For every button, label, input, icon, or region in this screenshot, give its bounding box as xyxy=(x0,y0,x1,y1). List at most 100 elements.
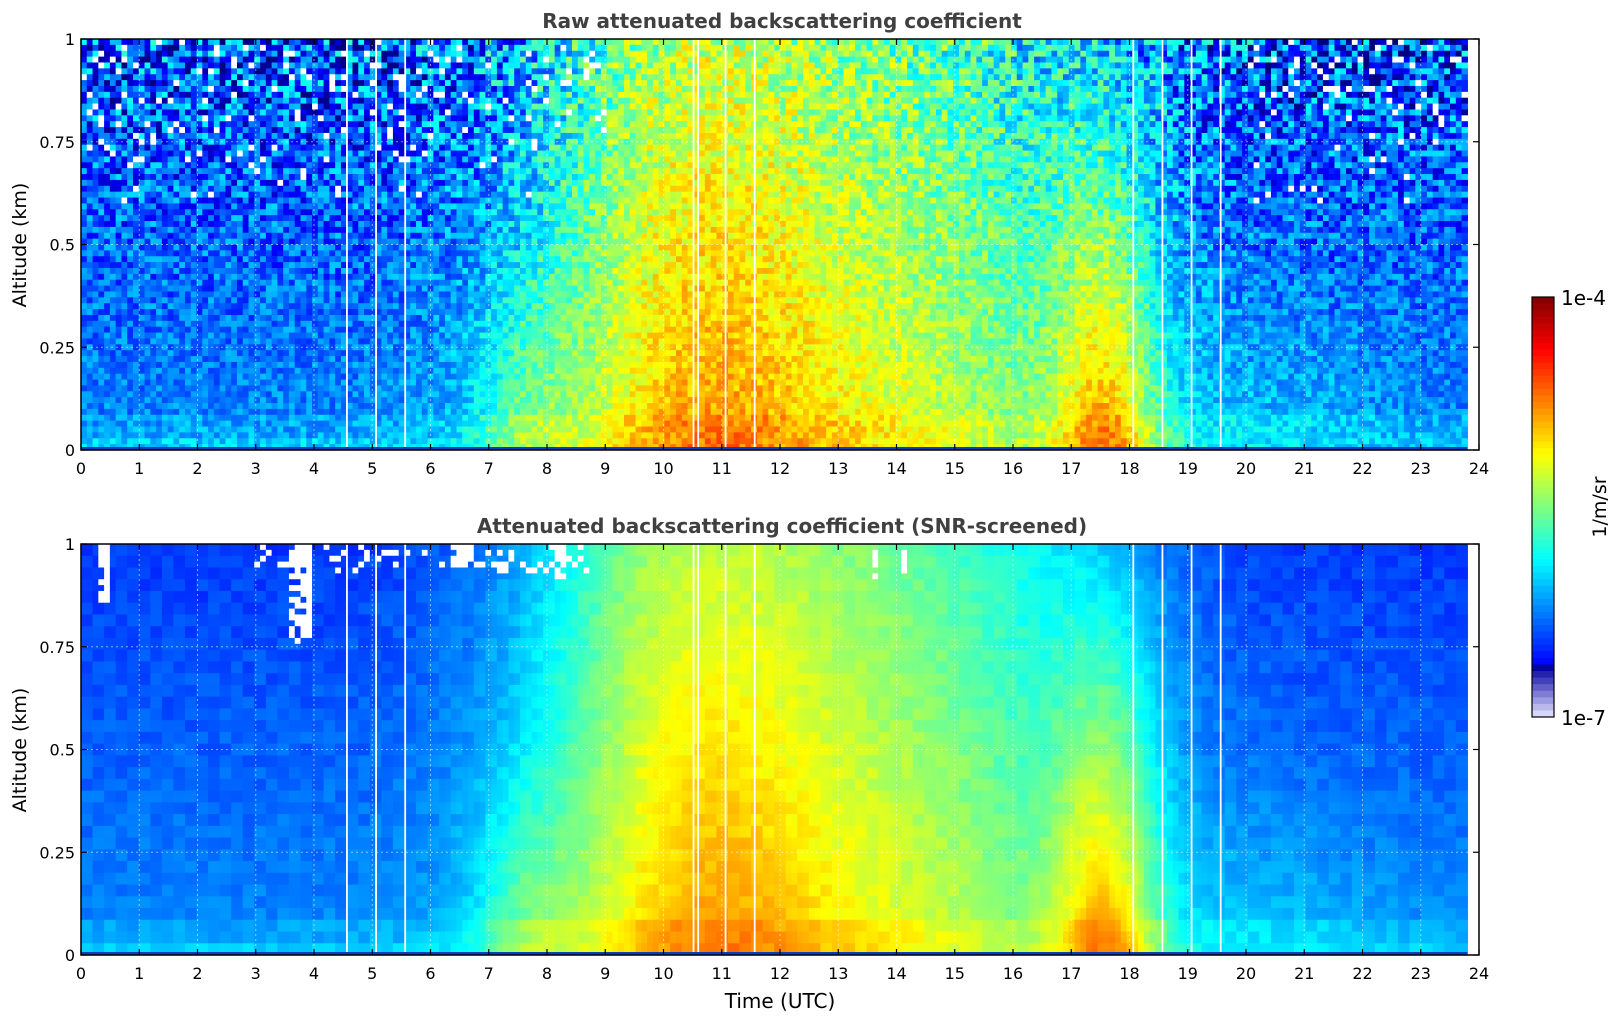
heatmap-cell xyxy=(249,51,255,57)
heatmap-cell xyxy=(399,338,405,344)
heatmap-cell xyxy=(220,432,226,438)
heatmap-cell xyxy=(185,45,191,51)
heatmap-cell xyxy=(121,250,127,256)
heatmap-cell xyxy=(185,368,191,374)
heatmap-cell xyxy=(98,86,104,92)
heatmap-cell xyxy=(168,286,174,292)
heatmap-cell xyxy=(260,151,266,157)
heatmap-cell xyxy=(439,333,445,339)
heatmap-cell xyxy=(445,427,451,433)
heatmap-cell xyxy=(312,233,318,239)
heatmap-cell xyxy=(266,180,272,186)
heatmap-cell xyxy=(433,98,439,104)
heatmap-cell xyxy=(133,245,139,251)
heatmap-cell xyxy=(162,192,168,198)
heatmap-cell xyxy=(93,403,99,409)
heatmap-cell xyxy=(318,115,324,121)
heatmap-cell xyxy=(416,256,422,262)
heatmap-cell xyxy=(410,291,416,297)
heatmap-cell xyxy=(306,127,312,133)
heatmap-cell xyxy=(162,121,168,127)
heatmap-cell xyxy=(145,92,151,98)
heatmap-cell xyxy=(104,250,110,256)
heatmap-cell xyxy=(277,92,283,98)
heatmap-cell xyxy=(324,256,330,262)
heatmap-cell xyxy=(456,233,462,239)
heatmap-cell xyxy=(480,427,486,433)
heatmap-cell xyxy=(243,286,249,292)
heatmap-cell xyxy=(173,151,179,157)
heatmap-cell xyxy=(81,321,87,327)
heatmap-cell xyxy=(220,415,226,421)
heatmap-cell xyxy=(335,104,341,110)
heatmap-cell xyxy=(335,250,341,256)
heatmap-cell xyxy=(352,368,358,374)
heatmap-cell xyxy=(214,374,220,380)
heatmap-cell xyxy=(301,245,307,251)
heatmap-cell xyxy=(324,286,330,292)
heatmap-cell xyxy=(358,151,364,157)
heatmap-cell xyxy=(98,397,104,403)
heatmap-cell xyxy=(185,427,191,433)
heatmap-cell xyxy=(237,350,243,356)
heatmap-cell xyxy=(312,68,318,74)
heatmap-cell xyxy=(433,274,439,280)
heatmap-cell xyxy=(208,92,214,98)
heatmap-cell xyxy=(208,338,214,344)
heatmap-cell xyxy=(329,268,335,274)
heatmap-cell xyxy=(214,227,220,233)
heatmap-cell xyxy=(277,74,283,80)
heatmap-cell xyxy=(93,256,99,262)
heatmap-cell xyxy=(133,432,139,438)
heatmap-cell xyxy=(433,397,439,403)
heatmap-cell xyxy=(81,297,87,303)
heatmap-cell xyxy=(110,427,116,433)
heatmap-cell xyxy=(231,245,237,251)
heatmap-cell xyxy=(93,409,99,415)
heatmap-cell xyxy=(237,233,243,239)
heatmap-cell xyxy=(243,250,249,256)
heatmap-cell xyxy=(335,115,341,121)
heatmap-cell xyxy=(173,109,179,115)
heatmap-cell xyxy=(381,109,387,115)
heatmap-cell xyxy=(422,274,428,280)
heatmap-cell xyxy=(283,180,289,186)
heatmap-cell xyxy=(260,250,266,256)
heatmap-cell xyxy=(191,356,197,362)
heatmap-cell xyxy=(116,374,122,380)
heatmap-cell xyxy=(145,62,151,68)
heatmap-cell xyxy=(381,92,387,98)
heatmap-cell xyxy=(399,374,405,380)
heatmap-cell xyxy=(208,397,214,403)
heatmap-cell xyxy=(93,362,99,368)
heatmap-cell xyxy=(410,350,416,356)
heatmap-cell xyxy=(185,62,191,68)
heatmap-cell xyxy=(220,362,226,368)
heatmap-cell xyxy=(214,51,220,57)
heatmap-cell xyxy=(110,333,116,339)
heatmap-cell xyxy=(312,303,318,309)
heatmap-cell xyxy=(156,403,162,409)
heatmap-cell xyxy=(237,203,243,209)
heatmap-cell xyxy=(249,221,255,227)
heatmap-cell xyxy=(168,156,174,162)
heatmap-cell xyxy=(283,297,289,303)
heatmap-cell xyxy=(231,233,237,239)
heatmap-cell xyxy=(150,227,156,233)
heatmap-cell xyxy=(93,432,99,438)
heatmap-cell xyxy=(168,297,174,303)
heatmap-cell xyxy=(277,432,283,438)
heatmap-cell xyxy=(381,385,387,391)
heatmap-cell xyxy=(480,397,486,403)
heatmap-cell xyxy=(202,397,208,403)
heatmap-cell xyxy=(254,57,260,63)
heatmap-cell xyxy=(214,86,220,92)
heatmap-cell xyxy=(202,121,208,127)
heatmap-cell xyxy=(301,51,307,57)
heatmap-cell xyxy=(306,274,312,280)
heatmap-cell xyxy=(324,62,330,68)
heatmap-cell xyxy=(358,303,364,309)
heatmap-cell xyxy=(116,391,122,397)
heatmap-cell xyxy=(249,427,255,433)
heatmap-cell xyxy=(225,92,231,98)
